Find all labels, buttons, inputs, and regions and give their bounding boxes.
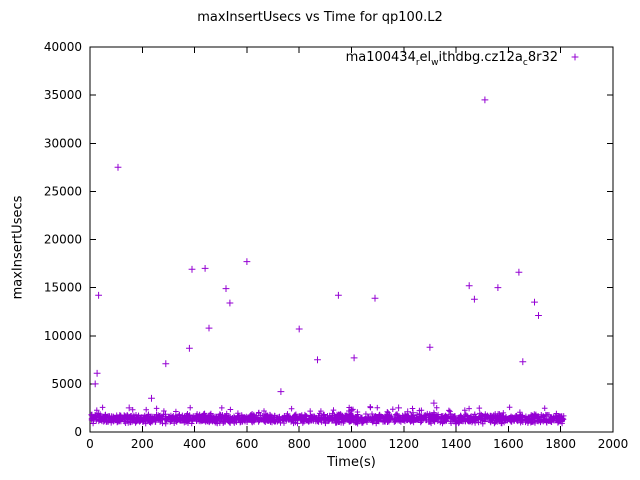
legend-text-part: r: [415, 58, 420, 68]
legend-text-part: 8r32: [527, 50, 558, 65]
legend-text-part: ithdbg.cz12a: [438, 50, 523, 65]
svg-text:35000: 35000: [44, 88, 82, 102]
svg-text:0: 0: [74, 425, 82, 439]
svg-text:400: 400: [183, 437, 206, 451]
legend-series-label: ma100434relwithdbg.cz12ac8r32: [0, 50, 558, 68]
legend-text-part: c: [522, 58, 528, 68]
svg-text:800: 800: [288, 437, 311, 451]
svg-text:600: 600: [235, 437, 258, 451]
svg-text:10000: 10000: [44, 329, 82, 343]
svg-text:1200: 1200: [389, 437, 420, 451]
legend-text-part: ma100434: [345, 50, 416, 65]
svg-text:200: 200: [131, 437, 154, 451]
svg-text:30000: 30000: [44, 136, 82, 150]
chart-title: maxInsertUsecs vs Time for qp100.L2: [197, 10, 443, 25]
svg-text:1000: 1000: [336, 437, 367, 451]
svg-text:25000: 25000: [44, 184, 82, 198]
svg-text:1800: 1800: [545, 437, 576, 451]
x-axis-label: Time(s): [327, 455, 376, 470]
svg-text:20000: 20000: [44, 233, 82, 247]
svg-text:1600: 1600: [493, 437, 524, 451]
svg-text:0: 0: [86, 437, 94, 451]
legend-text-part: w: [431, 58, 439, 68]
svg-text:40000: 40000: [44, 40, 82, 54]
svg-text:5000: 5000: [51, 377, 82, 391]
svg-text:2000: 2000: [598, 437, 629, 451]
y-axis-label: maxInsertUsecs: [10, 195, 26, 300]
legend-text-part: el: [419, 50, 432, 65]
svg-text:1400: 1400: [441, 437, 472, 451]
svg-text:15000: 15000: [44, 281, 82, 295]
